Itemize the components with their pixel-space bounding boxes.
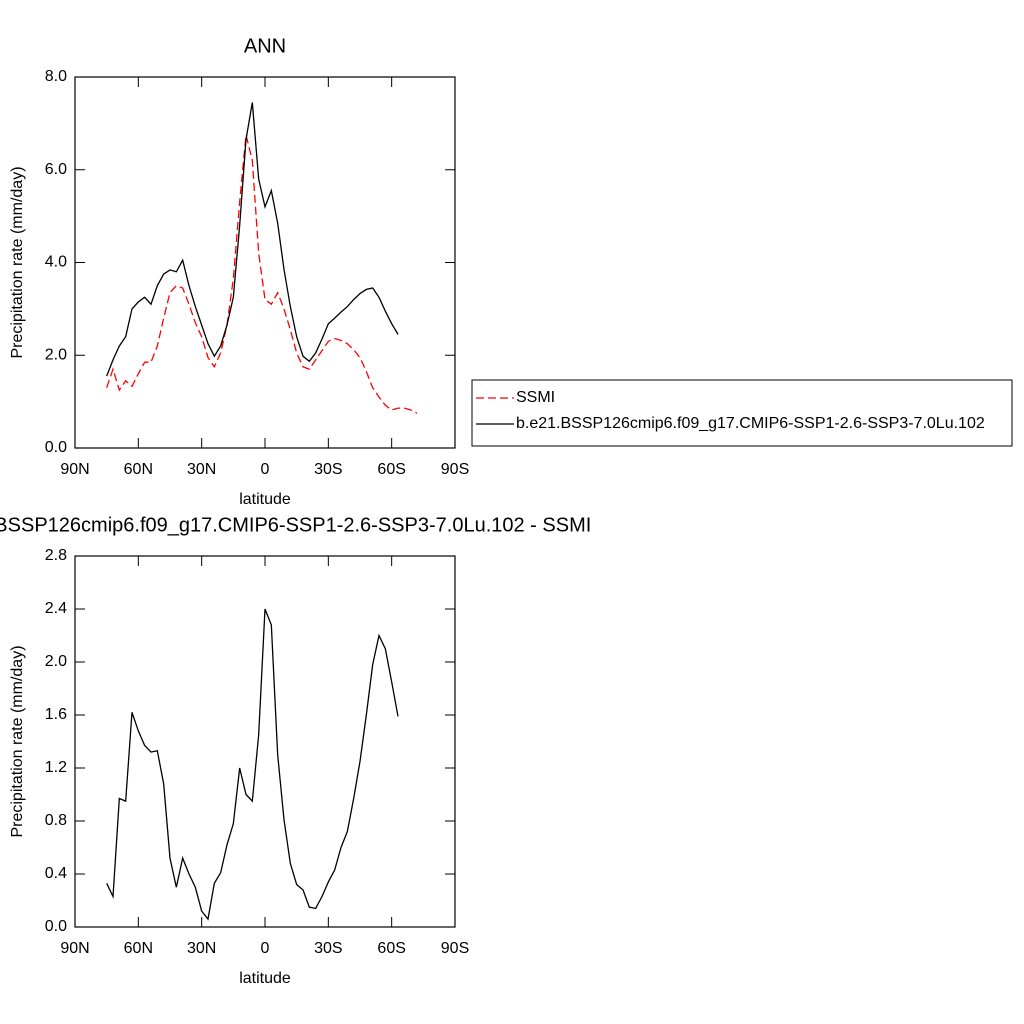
plot-frame (74, 76, 456, 449)
x-tick-label: 0 (261, 461, 270, 478)
x-tick-label: 90N (60, 461, 89, 478)
x-tick-label: 60N (124, 940, 153, 957)
data-line (106, 134, 418, 414)
y-tick-label: 6.0 (45, 161, 67, 178)
x-tick-label: 30N (187, 461, 216, 478)
chart-title: b.e21.BSSP126cmip6.f09_g17.CMIP6-SSP1-2.… (0, 514, 591, 536)
y-tick-label: 0.0 (45, 918, 67, 935)
legend-label: b.e21.BSSP126cmip6.f09_g17.CMIP6-SSP1-2.… (516, 415, 985, 432)
y-tick-label: 4.0 (45, 254, 67, 271)
x-tick-label: 90N (60, 940, 89, 957)
y-tick-label: 0.4 (45, 865, 67, 882)
y-tick-label: 0.0 (45, 439, 67, 456)
plot-frame (74, 555, 456, 928)
x-tick-label: 60S (377, 461, 405, 478)
x-tick-label: 0 (261, 940, 270, 957)
legend-box (471, 379, 1013, 447)
x-axis-label: latitude (239, 491, 291, 508)
data-line (106, 102, 399, 377)
x-tick-label: 90S (441, 940, 469, 957)
x-tick-label: 30S (314, 940, 342, 957)
x-tick-label: 60S (377, 940, 405, 957)
y-tick-label: 2.0 (45, 653, 67, 670)
y-tick-label: 2.4 (45, 600, 67, 617)
chart-title: ANN (244, 35, 286, 57)
data-line (106, 608, 399, 921)
y-tick-label: 2.8 (45, 547, 67, 564)
y-tick-label: 1.6 (45, 706, 67, 723)
x-axis-label: latitude (239, 970, 291, 987)
y-tick-label: 8.0 (45, 68, 67, 85)
y-tick-label: 0.8 (45, 812, 67, 829)
y-tick-label: 1.2 (45, 759, 67, 776)
y-axis-label: Precipitation rate (mm/day) (9, 166, 26, 358)
x-tick-label: 30S (314, 461, 342, 478)
x-tick-label: 60N (124, 461, 153, 478)
y-tick-label: 2.0 (45, 346, 67, 363)
y-axis-label: Precipitation rate (mm/day) (9, 645, 26, 837)
legend-label: SSMI (516, 389, 555, 406)
x-tick-label: 30N (187, 940, 216, 957)
x-tick-label: 90S (441, 461, 469, 478)
